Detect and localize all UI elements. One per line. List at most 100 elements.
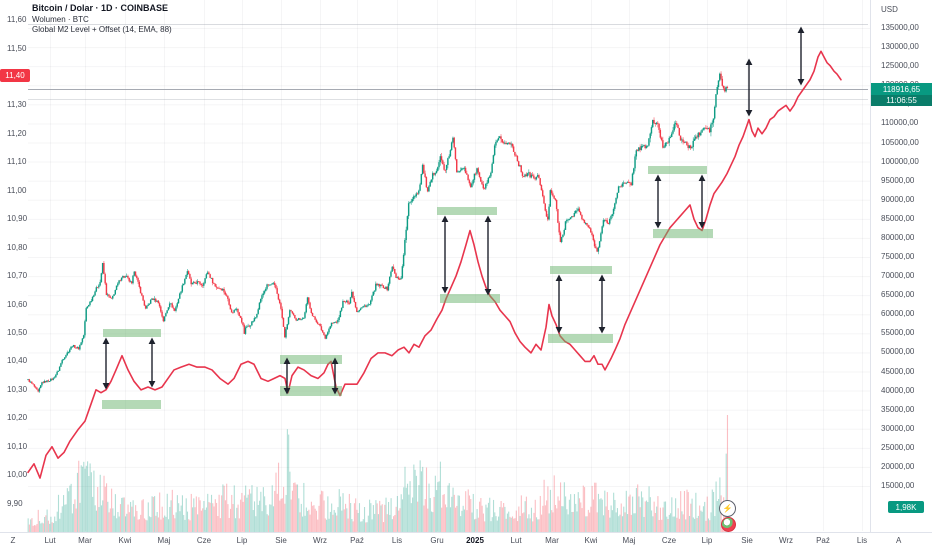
vertical-double-arrow-icon bbox=[331, 357, 339, 395]
time-axis-label: Sie bbox=[275, 536, 287, 545]
broker-logo-icon[interactable] bbox=[721, 517, 736, 532]
double-arrow-drawing[interactable] bbox=[146, 337, 158, 388]
support-zone[interactable] bbox=[548, 334, 613, 343]
right-axis-tick-label: 75000,00 bbox=[881, 252, 915, 261]
time-axis-label: Lut bbox=[44, 536, 56, 545]
right-axis-tick-label: 45000,00 bbox=[881, 366, 915, 376]
time-axis-label: Cze bbox=[196, 536, 212, 545]
right-axis-tick-label: 85000,00 bbox=[881, 213, 915, 223]
vertical-double-arrow-icon bbox=[698, 174, 706, 229]
right-axis-tick-label: 125000,00 bbox=[881, 61, 919, 71]
vertical-double-arrow-icon bbox=[148, 337, 156, 388]
legend-symbol-row[interactable]: Bitcoin / Dolar · 1D · COINBASE bbox=[32, 3, 169, 13]
time-axis-label: 2025 bbox=[466, 536, 484, 545]
time-axis-label: Wrz bbox=[778, 536, 794, 545]
right-axis-tick-label: 105000,00 bbox=[881, 137, 919, 147]
vertical-double-arrow-icon bbox=[484, 215, 492, 296]
time-axis-label: Mar bbox=[545, 536, 559, 545]
right-axis-tick-label: 20000,00 bbox=[881, 461, 915, 471]
double-arrow-drawing[interactable] bbox=[439, 215, 451, 294]
last-price-badge: 118916,65 bbox=[871, 83, 932, 95]
left-axis-tick-label: 10,80 bbox=[7, 242, 28, 252]
double-arrow-drawing[interactable] bbox=[596, 274, 608, 334]
time-axis-label: Lis bbox=[391, 536, 403, 545]
double-arrow-drawing[interactable] bbox=[100, 337, 112, 390]
vertical-double-arrow-icon bbox=[654, 174, 662, 229]
double-arrow-drawing[interactable] bbox=[329, 357, 341, 395]
double-arrow-drawing[interactable] bbox=[482, 215, 494, 296]
support-zone[interactable] bbox=[103, 329, 161, 337]
left-axis-tick-label: 11,00 bbox=[7, 185, 27, 195]
time-axis-label: Paź bbox=[816, 536, 830, 545]
bar-countdown-badge: 11:06:55 bbox=[871, 95, 932, 106]
right-axis-tick-label: 25000,00 bbox=[881, 442, 915, 452]
right-axis-tick-label: 65000,00 bbox=[881, 290, 915, 300]
vertical-double-arrow-icon bbox=[745, 58, 753, 117]
right-axis-tick-label: 80000,00 bbox=[881, 232, 915, 242]
time-axis-label: Lut bbox=[510, 536, 522, 545]
right-axis-tick-label: 30000,00 bbox=[881, 423, 915, 433]
right-axis-tick-label: 60000,00 bbox=[881, 309, 915, 319]
right-axis-tick-label: 15000,00 bbox=[881, 481, 915, 490]
left-axis-tick-label: 10,30 bbox=[7, 384, 28, 394]
time-axis-label: Maj bbox=[622, 536, 636, 545]
vertical-double-arrow-icon bbox=[102, 337, 110, 390]
right-axis-tick-label: 110000,00 bbox=[881, 118, 919, 128]
vertical-double-arrow-icon bbox=[441, 215, 449, 294]
auto-scale-button[interactable]: A bbox=[896, 536, 902, 545]
time-axis-label: Mar bbox=[78, 536, 92, 545]
left-axis-tick-label: 10,90 bbox=[7, 214, 28, 224]
double-arrow-drawing[interactable] bbox=[696, 174, 708, 229]
left-axis-tick-label: 10,00 bbox=[7, 470, 28, 480]
double-arrow-drawing[interactable] bbox=[553, 274, 565, 334]
support-zone[interactable] bbox=[648, 166, 707, 174]
left-axis-tick-label: 10,40 bbox=[7, 356, 28, 366]
time-axis[interactable] bbox=[0, 532, 932, 550]
support-zone[interactable] bbox=[550, 266, 612, 274]
time-axis-label: Z bbox=[10, 536, 16, 545]
vertical-double-arrow-icon bbox=[797, 26, 805, 86]
chart-legend: Bitcoin / Dolar · 1D · COINBASE Wolumen … bbox=[32, 3, 172, 35]
left-axis-tick-label: 10,70 bbox=[7, 271, 28, 281]
left-axis-tick-label: 11,50 bbox=[7, 43, 27, 53]
double-arrow-drawing[interactable] bbox=[795, 26, 807, 86]
time-axis-label: Cze bbox=[661, 536, 677, 545]
right-axis-tick-label: 135000,00 bbox=[881, 23, 919, 32]
time-axis-label: Wrz bbox=[312, 536, 328, 545]
right-axis-tick-label: 90000,00 bbox=[881, 194, 915, 204]
support-zone[interactable] bbox=[653, 229, 713, 238]
quick-trade-lightning-icon[interactable]: ⚡ bbox=[719, 500, 736, 517]
lightning-icon: ⚡ bbox=[722, 504, 733, 513]
left-axis-tick-label: 10,10 bbox=[7, 441, 28, 451]
left-axis-tick-label: 10,20 bbox=[7, 413, 28, 423]
support-zone[interactable] bbox=[280, 355, 342, 364]
time-axis-label: Maj bbox=[157, 536, 171, 545]
left-axis-tick-label: 11,60 bbox=[7, 15, 27, 24]
right-axis-tick-label: 55000,00 bbox=[881, 328, 915, 338]
left-axis-tick-label: 10,50 bbox=[7, 327, 28, 337]
right-axis-tick-label: 70000,00 bbox=[881, 271, 915, 281]
left-axis-tick-label: 10,60 bbox=[7, 299, 28, 309]
time-axis-label: Lip bbox=[701, 536, 713, 545]
support-zone[interactable] bbox=[440, 294, 500, 303]
double-arrow-drawing[interactable] bbox=[281, 357, 293, 395]
support-zone[interactable] bbox=[102, 400, 161, 409]
time-axis-label: Paź bbox=[350, 536, 364, 545]
double-arrow-drawing[interactable] bbox=[652, 174, 664, 229]
right-axis-tick-label: 130000,00 bbox=[881, 42, 919, 52]
left-axis-tick-label: 11,30 bbox=[7, 100, 27, 110]
time-axis-label: Lis bbox=[856, 536, 868, 545]
right-axis-tick-label: 40000,00 bbox=[881, 385, 915, 395]
legend-indicator-row[interactable]: Global M2 Level + Offset (14, EMA, 88) bbox=[32, 25, 172, 34]
support-zone[interactable] bbox=[280, 386, 342, 396]
right-axis-tick-label: 50000,00 bbox=[881, 347, 915, 357]
left-axis-tick-label: 11,10 bbox=[7, 157, 27, 167]
time-axis-label: Lip bbox=[236, 536, 248, 545]
right-axis-currency-label: USD bbox=[881, 5, 898, 14]
legend-volume-row[interactable]: Wolumen · BTC bbox=[32, 14, 89, 24]
support-zone[interactable] bbox=[437, 207, 497, 215]
time-axis-label: Kwi bbox=[118, 536, 132, 545]
double-arrow-drawing[interactable] bbox=[743, 58, 755, 117]
